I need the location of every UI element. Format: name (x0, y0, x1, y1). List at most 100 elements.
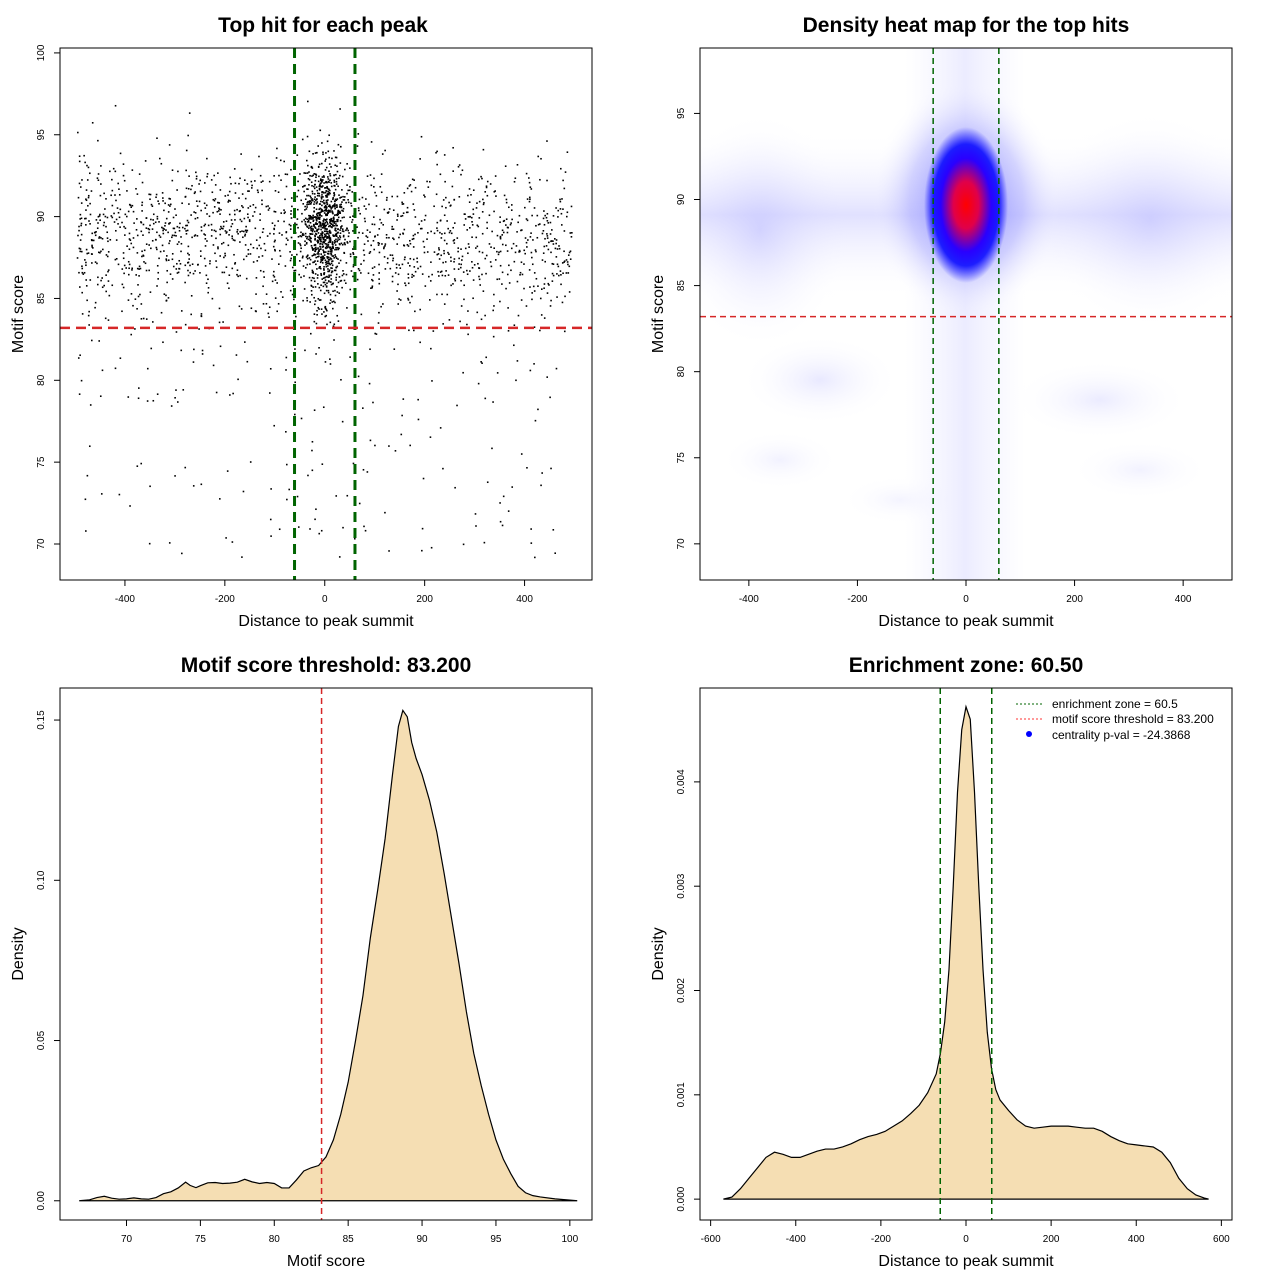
scatter-point (324, 187, 326, 189)
scatter-point (323, 273, 325, 275)
scatter-point (342, 234, 345, 237)
scatter-point (328, 240, 331, 242)
scatter-point (78, 225, 80, 228)
scatter-point (329, 302, 331, 305)
scatter-point (297, 242, 300, 244)
scatter-point (453, 258, 456, 260)
heatmap-x-tick-label: -400 (739, 594, 759, 605)
scatter-point (122, 286, 125, 289)
scatter-point (547, 248, 550, 251)
scatter-point (322, 225, 325, 228)
scatter-point (542, 217, 545, 220)
scatter-point (568, 251, 571, 254)
scatter-point (312, 174, 314, 177)
scatter-point (285, 369, 287, 371)
scatter-point (387, 211, 390, 213)
score-density-x-tick-label: 70 (121, 1234, 133, 1245)
scatter-point (320, 274, 323, 277)
scatter-point (325, 224, 328, 227)
scatter-point (339, 108, 341, 110)
scatter-point (564, 171, 567, 173)
scatter-point (80, 250, 83, 253)
scatter-point (463, 284, 465, 287)
scatter-point (315, 213, 318, 215)
scatter-point (317, 247, 319, 249)
scatter-point (322, 238, 325, 241)
distance-density-y-tick-label: 0.002 (676, 978, 687, 1003)
scatter-point (319, 248, 322, 250)
scatter-point (481, 211, 484, 213)
scatter-point (239, 218, 242, 221)
score-density-x-tick-label: 80 (269, 1234, 281, 1245)
scatter-point (365, 198, 367, 200)
scatter-point (309, 216, 311, 218)
scatter-point (411, 276, 413, 278)
scatter-point (187, 261, 189, 264)
scatter-point (326, 213, 328, 216)
scatter-point (463, 298, 465, 301)
scatter-point (315, 508, 317, 511)
scatter-point (234, 213, 236, 216)
legend: enrichment zone = 60.5 motif score thres… (1016, 697, 1214, 742)
scatter-point (78, 393, 81, 395)
scatter-point (341, 228, 344, 230)
scatter-point (193, 348, 195, 351)
scatter-point (345, 273, 348, 276)
scatter-point (330, 219, 333, 221)
scatter-point (327, 233, 330, 235)
scatter-point (562, 208, 564, 210)
scatter-point (567, 254, 570, 256)
scatter-point (158, 157, 161, 160)
scatter-point (533, 326, 536, 328)
scatter-point (78, 271, 80, 274)
scatter-point (330, 267, 332, 269)
scatter-point (499, 216, 501, 218)
scatter-point (245, 255, 248, 258)
scatter-point (391, 228, 393, 230)
scatter-point (484, 191, 487, 193)
scatter-point (396, 290, 398, 292)
scatter-point (283, 209, 285, 211)
scatter-point (334, 207, 336, 210)
scatter-point (184, 264, 187, 267)
scatter-point (413, 179, 415, 181)
scatter-point (413, 209, 416, 211)
scatter-point (323, 224, 326, 227)
scatter-point (378, 311, 380, 314)
scatter-point (237, 275, 239, 278)
scatter-point (335, 495, 338, 497)
scatter-point (407, 277, 410, 279)
scatter-point (320, 179, 323, 181)
scatter-point (198, 183, 200, 185)
scatter-point (525, 241, 528, 244)
scatter-point (357, 375, 360, 378)
scatter-point (305, 242, 308, 245)
scatter-point (136, 307, 138, 310)
scatter-point (321, 262, 324, 264)
scatter-point (262, 270, 265, 273)
scatter-point (482, 198, 484, 201)
scatter-point (450, 284, 452, 287)
scatter-point (111, 284, 114, 287)
scatter-point (144, 262, 147, 265)
scatter-point (291, 205, 293, 208)
scatter-point (497, 253, 500, 256)
scatter-point (562, 179, 564, 182)
scatter-point (324, 160, 327, 162)
scatter-point (180, 250, 182, 253)
scatter-point (200, 209, 202, 212)
scatter-point (356, 226, 358, 228)
scatter-point (552, 263, 555, 265)
scatter-point (407, 297, 409, 300)
scatter-point (341, 175, 344, 178)
scatter-point (105, 274, 107, 276)
scatter-point (304, 209, 306, 211)
scatter-point (452, 226, 455, 229)
scatter-point (150, 247, 152, 250)
scatter-point (292, 285, 294, 287)
scatter-point (176, 243, 179, 246)
scatter-point (185, 230, 187, 232)
heatmap-y-tick-label: 85 (676, 280, 687, 292)
scatter-point (213, 174, 216, 177)
scatter-point (250, 168, 253, 171)
